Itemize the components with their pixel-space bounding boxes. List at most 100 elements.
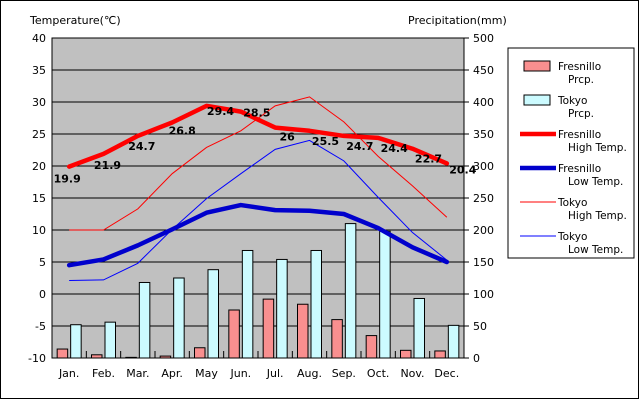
legend-label-line2: Prcp. (568, 74, 594, 86)
right-tick-label: 200 (473, 224, 494, 237)
bar-rect (70, 324, 82, 359)
gridlines (52, 69, 464, 327)
left-tick-label: -10 (28, 352, 46, 365)
data-label: 20.4 (449, 163, 476, 176)
data-label: 21.9 (94, 159, 121, 172)
x-axis-label: Aug. (297, 367, 322, 380)
bar (400, 349, 412, 359)
bar-rect (138, 281, 151, 359)
bar-rect (56, 348, 69, 359)
left-tick-label: 0 (39, 288, 46, 301)
bar-rect (331, 319, 343, 359)
x-axis-label: Feb. (92, 367, 115, 380)
data-label: 22.7 (415, 153, 442, 166)
bars-group (56, 223, 460, 359)
bar (56, 348, 69, 359)
x-axis-label: Jan. (58, 367, 79, 380)
right-tick-label: 450 (473, 64, 494, 77)
bar (70, 324, 82, 359)
left-tick-label: -5 (35, 320, 46, 333)
legend-label-line2: Prcp. (568, 108, 594, 120)
bar-rect (194, 347, 206, 359)
left-tick-label: 20 (32, 160, 46, 173)
legend-label-line1: Tokyo (557, 231, 587, 243)
plot-area-border (51, 37, 465, 359)
legend-label-line2: Low Temp. (568, 244, 623, 256)
left-axis-title: Temperature(℃) (29, 14, 121, 27)
bar (310, 249, 322, 359)
legend-label-line1: Tokyo (557, 95, 587, 107)
bar (241, 249, 254, 359)
data-labels: 19.9 21.9 24.7 26.8 29.4 28.5 26 25.5 24.7 24.4 22… (54, 105, 477, 186)
right-tick-label: 400 (473, 96, 494, 109)
bar-rect (310, 249, 322, 359)
legend-label-line2: Low Temp. (568, 176, 623, 188)
left-tick-label: 5 (39, 256, 46, 269)
line-series (66, 202, 450, 268)
x-axis-label: Dec. (434, 367, 459, 380)
bar-rect (434, 350, 446, 359)
bar-rect (400, 349, 412, 359)
data-label: 28.5 (243, 107, 270, 120)
x-axis-label: Nov. (400, 367, 424, 380)
right-tick-label: 500 (473, 32, 494, 45)
legend-label-line2: High Temp. (568, 142, 627, 154)
bar (434, 350, 446, 359)
legend-swatch (523, 60, 551, 72)
bar-rect (365, 335, 378, 359)
legend-box (507, 47, 635, 259)
legend-label-line1: Fresnillo (558, 61, 601, 73)
bar-rect (413, 297, 425, 359)
legend-label-line1: Tokyo (557, 197, 587, 209)
data-label: 26 (280, 131, 296, 144)
left-tick-label: 40 (32, 32, 46, 45)
bar (297, 303, 309, 359)
bar (228, 309, 240, 359)
legend-label-line1: Fresnillo (558, 163, 601, 175)
bar (104, 321, 116, 359)
x-axis-label: Oct. (367, 367, 390, 380)
left-tick-label: 15 (32, 192, 46, 205)
left-tick-label: 35 (32, 64, 46, 77)
x-axis-label: Sep. (332, 367, 356, 380)
left-tick-label: 25 (32, 128, 46, 141)
right-tick-label: 0 (473, 352, 480, 365)
x-axis-label: May (195, 367, 218, 380)
bar-rect (207, 269, 219, 359)
bar-rect (104, 321, 116, 359)
bar-rect (262, 298, 275, 359)
line-series (69, 139, 448, 282)
bar (262, 298, 275, 359)
left-tick-label: 10 (32, 224, 46, 237)
bar-rect (344, 223, 357, 359)
x-axis-label: Jun. (229, 367, 251, 380)
right-tick-label: 150 (473, 256, 494, 269)
bar (276, 258, 288, 359)
bar (344, 223, 357, 359)
legend-label-line1: Fresnillo (558, 129, 601, 141)
x-axis-label: Jul. (266, 367, 284, 380)
x-axis-label: Apr. (161, 367, 183, 380)
bar (379, 230, 391, 359)
right-tick-label: 250 (473, 192, 494, 205)
bar-rect (241, 249, 254, 359)
right-tick-label: 300 (473, 160, 494, 173)
bar (331, 319, 343, 359)
data-label: 29.4 (207, 105, 234, 118)
data-label: 19.9 (54, 173, 81, 186)
data-label: 26.8 (169, 124, 196, 137)
x-axis-label: Mar. (126, 367, 149, 380)
bar-rect (447, 324, 460, 359)
bar (138, 281, 151, 359)
data-label: 24.7 (346, 140, 373, 153)
bar-rect (173, 277, 185, 359)
